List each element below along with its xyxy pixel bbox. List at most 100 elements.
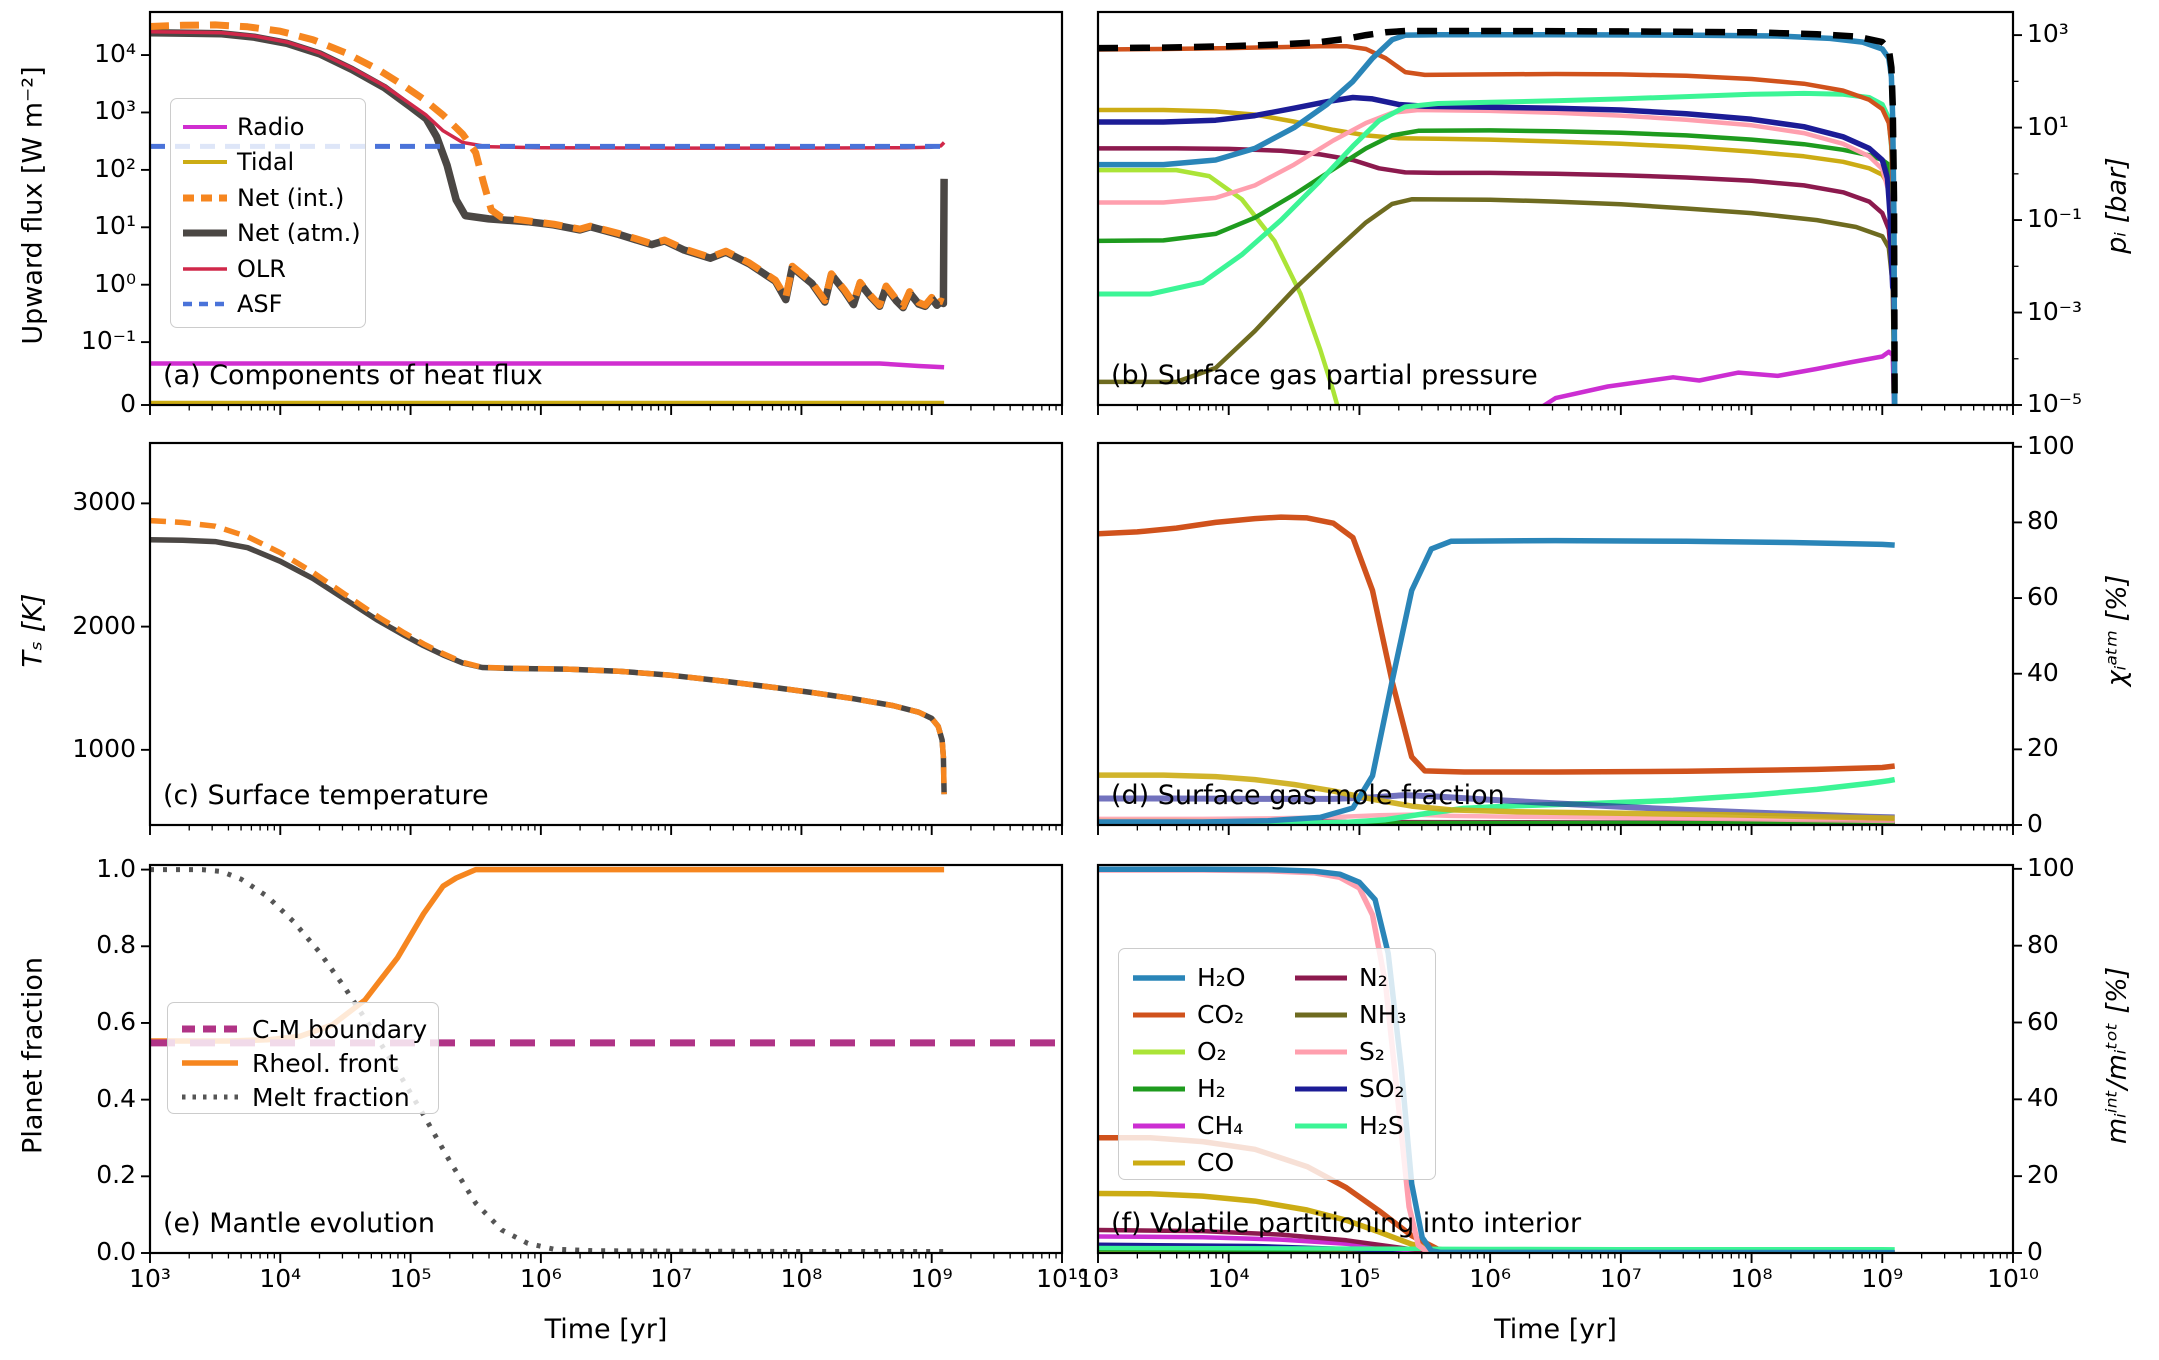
ytick-a: 10³: [94, 96, 136, 126]
series-d-co2: [1098, 514, 1896, 775]
ytick-f: 40: [2027, 1083, 2059, 1113]
ytick-d: 40: [2027, 657, 2059, 687]
ytick-f: 60: [2027, 1006, 2059, 1036]
legend-swatch-netint-line: [183, 194, 227, 202]
legend-entry-e-Rheol. front: Rheol. front: [182, 1046, 398, 1080]
legend-label-C-M boundary: C-M boundary: [252, 1014, 428, 1044]
legend-entry-f-H₂S: H₂S: [1295, 1107, 1404, 1144]
series-d-h2o: [1098, 537, 1895, 825]
ytick-f: 0: [2027, 1237, 2043, 1266]
legend-label-ASF: ASF: [237, 290, 283, 319]
xtick-e-10⁵: 10⁵: [389, 1264, 432, 1293]
legend-swatch-h2s-line: [1295, 1123, 1347, 1128]
legend-label-CH₄: CH₄: [1197, 1111, 1244, 1140]
legend-swatch-tidal-line: [183, 160, 227, 165]
series-b-n2: [1098, 146, 1897, 405]
ytick-c: 2000: [72, 610, 136, 640]
ytick-e: 0.0: [96, 1237, 136, 1266]
legend-entry-f-CO: CO: [1133, 1144, 1234, 1181]
ytick-a: 10⁰: [94, 268, 136, 298]
panel-f-frame: [1096, 863, 2015, 1255]
series-b-total: [1098, 27, 1898, 405]
ytick-a: 0: [120, 389, 136, 418]
legend-f: H₂O CO₂ O₂ H₂ CH₄ CO N₂ NH₃ S₂ SO₂ H₂S: [1118, 948, 1436, 1180]
xtick-f-10⁹: 10⁹: [1861, 1264, 1904, 1293]
legend-swatch-co-line: [1133, 1160, 1185, 1165]
legend-label-CO₂: CO₂: [1197, 1000, 1245, 1029]
panel-b-ylabel: pᵢ [bar]: [2101, 156, 2133, 254]
legend-entry-f-CH₄: CH₄: [1133, 1107, 1243, 1144]
legend-entry-a-Tidal: Tidal: [183, 145, 294, 181]
legend-entry-f-S₂: S₂: [1295, 1033, 1385, 1070]
legend-swatch-n2-line: [1295, 975, 1347, 980]
panel-e-ylabel: Planet fraction: [17, 957, 49, 1154]
panel-f-title: (f) Volatile partitioning into interior: [1111, 1208, 1582, 1239]
series-c-ts_interior: [150, 517, 947, 795]
panel-a-title: (a) Components of heat flux: [163, 360, 543, 391]
ytick-d: 80: [2027, 506, 2059, 536]
xtick-f-10⁶: 10⁶: [1469, 1264, 1512, 1293]
legend-swatch-nh3-line: [1295, 1012, 1347, 1017]
legend-swatch-s2-line: [1295, 1049, 1347, 1054]
legend-label-NH₃: NH₃: [1359, 1000, 1407, 1029]
xtick-f-10³: 10³: [1077, 1264, 1119, 1293]
series-a-netint: [150, 21, 945, 310]
legend-label-H₂O: H₂O: [1197, 963, 1246, 992]
legend-e: C-M boundary Rheol. front Melt fraction: [167, 1002, 439, 1114]
x-axis-label-left: Time [yr]: [544, 1314, 668, 1345]
legend-swatch-radio-line: [183, 124, 227, 129]
x-axis-label-right: Time [yr]: [1494, 1314, 1617, 1345]
ytick-e: 1.0: [96, 853, 136, 883]
legend-entry-a-Radio: Radio: [183, 109, 304, 145]
ytick-f: 20: [2027, 1160, 2059, 1190]
legend-label-SO₂: SO₂: [1359, 1074, 1405, 1103]
ytick-a: 10⁻¹: [80, 326, 136, 356]
xtick-f-10⁵: 10⁵: [1338, 1264, 1381, 1293]
panel-a-frame: [148, 10, 1064, 407]
legend-swatch-rheol-line: [182, 1060, 238, 1066]
ytick-b: 10⁻⁵: [2027, 389, 2083, 418]
ytick-c: 1000: [72, 733, 136, 763]
xtick-e-10³: 10³: [129, 1264, 171, 1293]
legend-label-S₂: S₂: [1359, 1037, 1385, 1066]
series-b-o2: [1098, 167, 1340, 405]
legend-entry-a-ASF: ASF: [183, 287, 282, 323]
series-a-radio: [150, 361, 945, 370]
ytick-d: 60: [2027, 582, 2059, 612]
legend-label-CO: CO: [1197, 1148, 1235, 1177]
legend-entry-f-H₂O: H₂O: [1133, 959, 1246, 996]
legend-entry-f-CO₂: CO₂: [1133, 996, 1244, 1033]
legend-label-H₂: H₂: [1197, 1074, 1226, 1103]
xtick-e-10⁴: 10⁴: [259, 1264, 302, 1293]
ytick-e: 0.8: [96, 930, 136, 960]
ytick-f: 100: [2027, 852, 2075, 882]
xtick-f-10¹⁰: 10¹⁰: [1987, 1264, 2039, 1293]
legend-label-H₂S: H₂S: [1359, 1111, 1404, 1140]
panel-c-title: (c) Surface temperature: [163, 780, 489, 811]
legend-swatch-asf-line: [183, 302, 227, 307]
series-b-co2: [1098, 43, 1897, 405]
legend-entry-e-Melt fraction: Melt fraction: [182, 1080, 410, 1114]
legend-swatch-so2-line: [1295, 1086, 1347, 1091]
xtick-e-10⁶: 10⁶: [519, 1264, 562, 1293]
ytick-a: 10²: [94, 153, 136, 183]
series-b-so2: [1098, 94, 1898, 405]
legend-label-O₂: O₂: [1197, 1037, 1227, 1066]
ytick-e: 0.6: [96, 1006, 136, 1036]
panel-d-title: (d) Surface gas mole fraction: [1111, 780, 1505, 811]
xtick-e-10¹⁰: 10¹⁰: [1036, 1264, 1088, 1293]
ytick-a: 10¹: [94, 211, 136, 241]
xtick-e-10⁹: 10⁹: [910, 1264, 953, 1293]
ytick-a: 10⁴: [94, 39, 136, 69]
series-b-ch4: [1540, 349, 1897, 405]
xtick-e-10⁷: 10⁷: [650, 1264, 693, 1293]
ytick-e: 0.2: [96, 1160, 136, 1190]
legend-entry-a-OLR: OLR: [183, 251, 286, 287]
xtick-e-10⁸: 10⁸: [780, 1264, 823, 1293]
legend-a: Radio Tidal Net (int.) Net (atm.) OLR ASF: [170, 98, 366, 328]
legend-entry-a-Net (int.): Net (int.): [183, 180, 344, 216]
ytick-b: 10⁻³: [2027, 296, 2083, 326]
panel-c-frame: [148, 441, 1064, 827]
legend-swatch-h2o-line: [1133, 974, 1185, 981]
legend-entry-f-H₂: H₂: [1133, 1070, 1226, 1107]
